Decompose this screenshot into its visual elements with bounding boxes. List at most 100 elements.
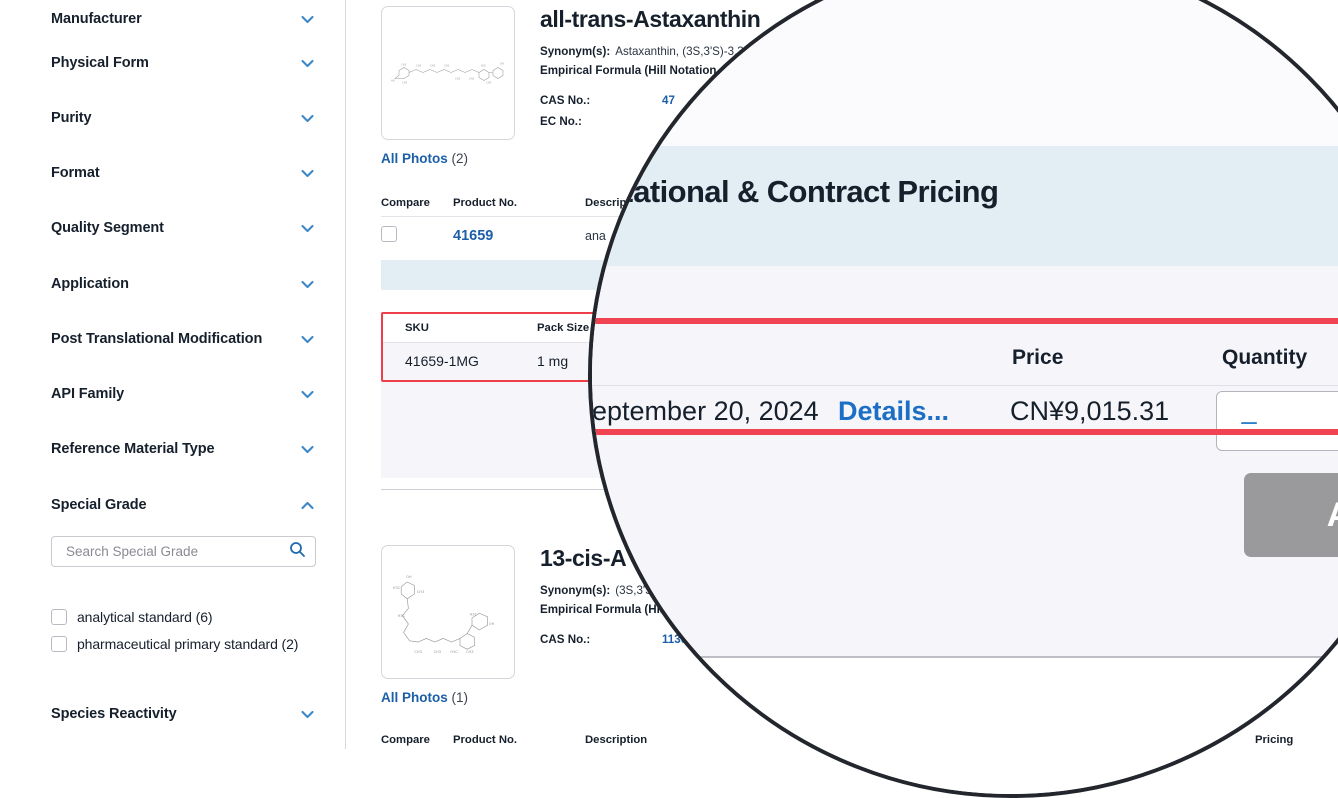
svg-text:H3C: H3C — [393, 586, 401, 590]
search-icon[interactable] — [289, 541, 306, 563]
option-label: analytical standard (6) — [77, 609, 213, 625]
chevron-down-icon[interactable] — [299, 706, 316, 723]
highlight-border-top — [592, 318, 1338, 324]
lens-bg-top — [592, 0, 1338, 146]
facet-label: Physical Form — [51, 54, 149, 71]
col-product-no: Product No. — [453, 734, 518, 746]
sidebar-facet-species-reactivity[interactable]: Species Reactivity — [0, 703, 345, 725]
chevron-down-icon[interactable] — [299, 220, 316, 237]
column-divider — [592, 385, 1338, 386]
col-quantity: Quantity — [1222, 346, 1308, 369]
special-grade-option-pharmaceutical-primary-standard[interactable]: pharmaceutical primary standard (2) — [51, 632, 298, 656]
svg-text:CH3: CH3 — [444, 64, 450, 68]
facet-label: Species Reactivity — [51, 705, 177, 722]
checkbox[interactable] — [51, 609, 67, 625]
facet-label: Purity — [51, 109, 92, 126]
svg-text:CH3: CH3 — [401, 63, 407, 67]
facet-label: Special Grade — [51, 496, 147, 513]
svg-text:CH3: CH3 — [466, 650, 474, 654]
product-no-link[interactable]: 41659 — [453, 227, 494, 244]
svg-text:OH: OH — [406, 575, 412, 579]
svg-text:CH3: CH3 — [430, 64, 436, 68]
chevron-down-icon[interactable] — [299, 165, 316, 182]
facet-label: Application — [51, 275, 129, 292]
sidebar-facet-api-family[interactable]: API Family — [0, 383, 345, 405]
highlight-border-bottom — [592, 429, 1338, 435]
lens-bottom-divider — [592, 656, 1338, 658]
product-ec: EC No.: — [540, 111, 1338, 132]
lens-bg-panel — [592, 266, 1338, 656]
cas-label: CAS No.: — [540, 94, 591, 107]
filter-sidebar: Manufacturer Physical Form Purity Format… — [0, 0, 346, 749]
pricing-columns-header: Price Quantity — [592, 346, 1338, 386]
compare-checkbox[interactable] — [381, 226, 397, 242]
all-photos-label: All Photos — [381, 690, 448, 705]
col-compare: Compare — [381, 197, 430, 209]
cas-label: CAS No.: — [540, 633, 591, 646]
svg-text:H3C: H3C — [470, 613, 478, 617]
compare-checkbox-cell[interactable] — [381, 226, 453, 245]
magnifier-content: nizational & Contract Pricing Price Quan… — [592, 0, 1338, 794]
price-value: CN¥9,015.31 — [1010, 396, 1170, 426]
chevron-down-icon[interactable] — [299, 110, 316, 127]
molecule-structure-image[interactable]: HO CH3 CH3 CH3 CH3 CH3 CH3 CH3 H3C CH3 OH — [381, 6, 515, 140]
all-photos-link[interactable]: All Photos (2) — [381, 151, 515, 166]
svg-text:HO: HO — [391, 79, 395, 83]
chevron-down-icon[interactable] — [299, 331, 316, 348]
sidebar-facet-format[interactable]: Format — [0, 162, 345, 184]
product-thumbnail-block: OH H3C CH3 H3C CH3 CH3 H3C CH3 H3C OH All Pho… — [381, 545, 515, 705]
all-photos-link[interactable]: All Photos (1) — [381, 690, 515, 705]
chevron-down-icon[interactable] — [299, 11, 316, 28]
option-label: pharmaceutical primary standard (2) — [77, 636, 299, 652]
sidebar-facet-reference-material-type[interactable]: Reference Material Type — [0, 438, 345, 460]
svg-text:OH: OH — [489, 622, 495, 626]
col-product-no: Product No. — [453, 197, 518, 209]
svg-text:CH3: CH3 — [417, 590, 425, 594]
checkbox[interactable] — [51, 636, 67, 652]
svg-text:CH3: CH3 — [434, 650, 442, 654]
facet-label: API Family — [51, 385, 125, 402]
org-contract-pricing-title: nizational & Contract Pricing — [592, 174, 999, 209]
sidebar-facet-physical-form[interactable]: Physical Form — [0, 52, 345, 74]
facet-label: Manufacturer — [51, 10, 142, 27]
facet-label: Format — [51, 164, 100, 181]
svg-text:H3C: H3C — [398, 614, 406, 618]
sidebar-facet-manufacturer[interactable]: Manufacturer — [0, 0, 345, 38]
pack-size-value: 1 mg — [537, 353, 569, 369]
sku-value: 41659-1MG — [405, 353, 479, 369]
product-thumbnail-block: HO CH3 CH3 CH3 CH3 CH3 CH3 CH3 H3C CH3 OH All… — [381, 6, 515, 166]
molecule-structure-image[interactable]: OH H3C CH3 H3C CH3 CH3 H3C CH3 H3C OH — [381, 545, 515, 679]
product-card: OH H3C CH3 H3C CH3 CH3 H3C CH3 H3C OH All Pho… — [347, 545, 1338, 749]
lens-bg-bottom — [592, 658, 1338, 794]
facet-label: Reference Material Type — [51, 440, 215, 457]
quantity-stepper[interactable]: – — [1216, 391, 1338, 451]
chevron-up-icon[interactable] — [299, 497, 316, 514]
svg-text:H3C: H3C — [481, 64, 486, 68]
magnifier-lens: nizational & Contract Pricing Price Quan… — [588, 0, 1338, 798]
pricing-data-row: eptember 20, 2024 Details... CN¥9,015.31 — [592, 396, 1338, 430]
chevron-down-icon[interactable] — [299, 386, 316, 403]
col-pack-size: Pack Size — [537, 322, 590, 334]
sidebar-facet-application[interactable]: Application — [0, 273, 345, 295]
col-sku: SKU — [405, 322, 429, 334]
svg-text:CH3: CH3 — [414, 650, 422, 654]
svg-text:CH3: CH3 — [455, 77, 461, 81]
details-link[interactable]: Details... — [838, 396, 950, 426]
special-grade-search-box[interactable] — [51, 536, 316, 567]
quantity-decrement-button[interactable]: – — [1241, 405, 1257, 436]
add-to-cart-button[interactable]: Ad — [1244, 473, 1338, 557]
special-grade-option-analytical-standard[interactable]: analytical standard (6) — [51, 605, 213, 629]
chevron-down-icon[interactable] — [299, 276, 316, 293]
facet-label: Quality Segment — [51, 219, 164, 236]
sidebar-facet-special-grade[interactable]: Special Grade — [0, 494, 345, 516]
svg-text:CH3: CH3 — [402, 81, 408, 85]
sidebar-facet-quality-segment[interactable]: Quality Segment — [0, 217, 345, 239]
svg-text:CH3: CH3 — [486, 81, 492, 85]
org-contract-pricing-header-band[interactable] — [592, 146, 1338, 266]
sidebar-facet-purity[interactable]: Purity — [0, 107, 345, 129]
chevron-down-icon[interactable] — [299, 441, 316, 458]
col-price: Price — [1012, 346, 1064, 369]
sidebar-facet-post-translational-modification[interactable]: Post Translational Modification — [0, 328, 345, 350]
chevron-down-icon[interactable] — [299, 55, 316, 72]
search-input[interactable] — [64, 543, 289, 560]
